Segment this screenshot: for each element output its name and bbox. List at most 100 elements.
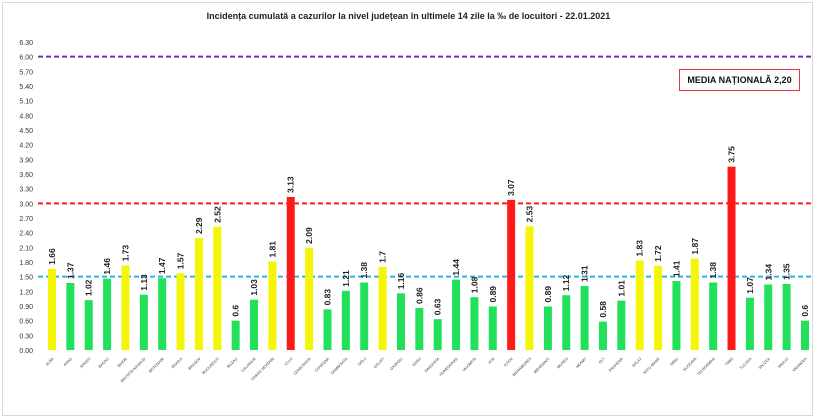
category-label: NEAMT: [575, 356, 588, 369]
y-tick-label: 2.40: [19, 231, 33, 238]
value-label: 0.83: [322, 289, 332, 306]
bar-gorj: [415, 307, 424, 350]
category-label: GORJ: [412, 357, 422, 367]
chart-title: Incidența cumulată a cazurilor la nivel …: [206, 11, 611, 21]
bar-ilfov: [507, 199, 516, 350]
bar-dambovita: [341, 290, 350, 350]
category-label: BOTOSANI: [148, 357, 165, 374]
category-label: HARGHITA: [424, 357, 441, 374]
category-label: GIURGIU: [389, 357, 403, 371]
category-label: COVASNA: [314, 357, 330, 373]
national-average-box: MEDIA NAȚIONALĂ 2,20: [679, 69, 800, 91]
category-label: TULCEA: [739, 357, 753, 371]
y-tick-label: 5.40: [19, 84, 33, 91]
bar-mehedinti: [543, 306, 552, 350]
bar-hunedoara: [452, 279, 461, 350]
y-tick-label: 4.50: [19, 128, 33, 135]
value-label: 1.12: [561, 274, 571, 291]
bar-timis: [727, 166, 736, 350]
y-tick-label: 3.00: [19, 201, 33, 208]
category-label: BUCURESTI: [202, 357, 220, 375]
y-tick-label: 4.20: [19, 143, 33, 150]
y-tick-label: 6.00: [19, 55, 33, 62]
value-label: 1.47: [157, 257, 167, 274]
bar-constanta: [305, 247, 314, 350]
bar-arad: [66, 283, 75, 350]
value-label: 1.66: [47, 248, 57, 265]
bar-ialomita: [470, 297, 479, 350]
category-label: HUNEDOARA: [439, 357, 459, 377]
category-label: MEHEDINTI: [533, 357, 551, 375]
value-label: 1.21: [341, 270, 351, 287]
bar-calarasi: [250, 299, 259, 350]
bar-valcea: [764, 284, 773, 350]
bar-brasov: [194, 238, 203, 350]
y-tick-label: 1.80: [19, 260, 33, 267]
y-tick-label: 0.30: [19, 333, 33, 340]
y-tick-label: 3.90: [19, 157, 33, 164]
category-label: BRAILA: [171, 357, 184, 370]
value-label: 1.35: [782, 263, 792, 280]
value-label: 1.72: [653, 245, 663, 262]
bar-arges: [84, 300, 93, 350]
bar-cluj: [286, 196, 295, 350]
bar-covasna: [323, 309, 332, 350]
bar-bucuresti: [213, 226, 222, 350]
bar-botosani: [158, 278, 167, 350]
category-label: ILFOV: [503, 357, 514, 368]
value-label: 0.89: [543, 286, 553, 303]
value-label: 1.03: [249, 279, 259, 296]
category-label: IALOMITA: [462, 357, 477, 372]
bar-satu-mare: [654, 265, 663, 350]
value-label: 3.13: [286, 176, 296, 193]
value-label: 1.44: [451, 259, 461, 276]
value-label: 2.29: [194, 217, 204, 234]
category-label: SIBIU: [669, 357, 679, 367]
bar-maramures: [525, 226, 534, 350]
value-label: 1.07: [745, 277, 755, 294]
value-label: 1.08: [469, 276, 479, 293]
bar-iasi: [488, 306, 497, 350]
category-label: ALBA: [45, 357, 55, 367]
value-label: 2.53: [525, 205, 535, 222]
category-label: VASLUI: [777, 357, 789, 369]
value-label: 1.57: [176, 252, 186, 269]
value-label: 3.75: [727, 146, 737, 163]
category-label: CONSTANTA: [293, 357, 312, 376]
category-label: OLT: [598, 356, 606, 364]
category-label: ARAD: [63, 357, 73, 367]
bar-salaj: [635, 260, 644, 350]
y-tick-label: 6.30: [19, 40, 33, 47]
value-label: 2.52: [212, 206, 222, 223]
bar-giurgiu: [396, 293, 405, 350]
y-tick-label: 0.00: [19, 348, 33, 355]
category-label: VRANCEA: [792, 357, 808, 373]
value-label: 1.31: [580, 265, 590, 282]
y-tick-label: 1.20: [19, 289, 33, 296]
y-tick-label: 4.80: [19, 113, 33, 120]
value-label: 1.13: [139, 274, 149, 291]
category-label: BRASOV: [188, 357, 202, 371]
category-label: BIHOR: [117, 357, 129, 369]
y-tick-label: 5.70: [19, 69, 33, 76]
bar-braila: [176, 273, 185, 350]
value-label: 0.63: [433, 298, 443, 315]
value-label: 1.73: [120, 245, 130, 262]
bar-vrancea: [801, 320, 809, 350]
value-label: 1.34: [763, 264, 773, 281]
value-label: 1.02: [84, 279, 94, 296]
value-label: 1.41: [671, 260, 681, 277]
value-label: 1.83: [635, 240, 645, 257]
category-label: SALAJ: [631, 357, 642, 368]
y-tick-label: 3.30: [19, 187, 33, 194]
chart-frame: [2, 2, 813, 416]
value-label: 1.38: [359, 262, 369, 279]
bar-buzau: [231, 320, 240, 350]
y-tick-label: 3.60: [19, 172, 33, 179]
value-label: 1.16: [396, 272, 406, 289]
bar-alba: [48, 268, 56, 350]
value-label: 1.46: [102, 258, 112, 275]
y-tick-label: 1.50: [19, 275, 33, 282]
category-label: MURES: [556, 357, 569, 370]
category-label: VALCEA: [758, 357, 772, 371]
